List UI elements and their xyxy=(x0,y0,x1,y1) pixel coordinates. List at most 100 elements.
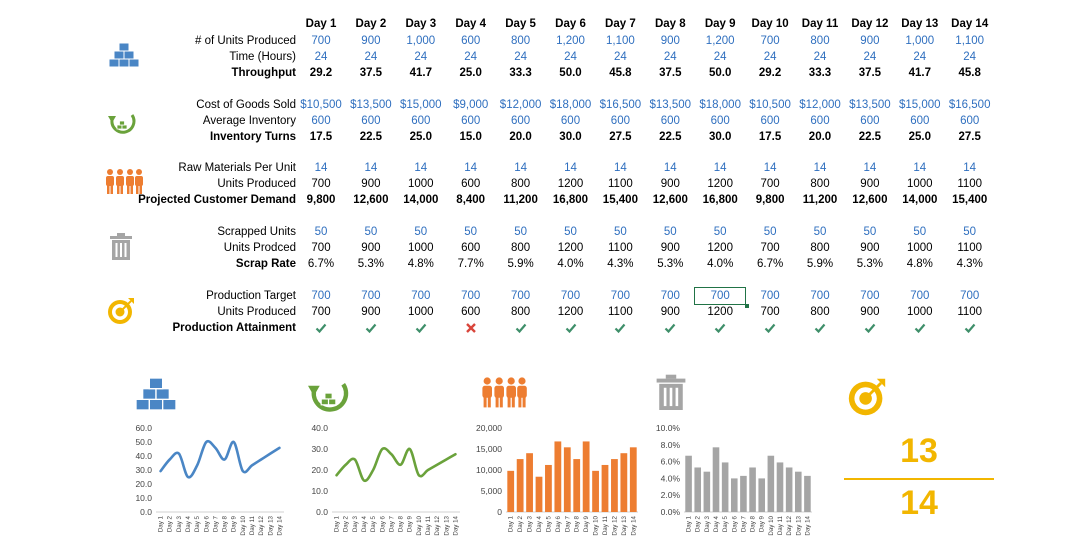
data-cell[interactable]: 15.0 xyxy=(459,131,482,143)
data-cell[interactable]: 25.0 xyxy=(409,131,432,143)
data-cell[interactable]: 700 xyxy=(461,290,481,302)
data-cell[interactable]: 700 xyxy=(511,290,531,302)
data-cell[interactable]: 14 xyxy=(813,162,827,174)
data-cell[interactable]: 1100 xyxy=(608,178,633,190)
data-cell[interactable]: 800 xyxy=(810,242,830,254)
data-cell[interactable]: $18,000 xyxy=(699,99,741,111)
data-cell[interactable]: 700 xyxy=(810,290,830,302)
data-cell[interactable]: 14 xyxy=(564,162,577,174)
data-cell[interactable]: 900 xyxy=(660,306,680,318)
data-cell[interactable]: 4.8% xyxy=(407,258,434,270)
data-cell[interactable]: 12,600 xyxy=(852,194,888,206)
data-cell[interactable]: 22.5 xyxy=(359,131,383,143)
data-cell[interactable]: 600 xyxy=(411,115,431,127)
data-cell[interactable]: 9,800 xyxy=(755,194,785,206)
data-cell[interactable]: 37.5 xyxy=(858,67,882,79)
data-cell[interactable]: 800 xyxy=(511,306,531,318)
data-cell[interactable]: 1000 xyxy=(408,242,434,254)
data-cell[interactable]: 600 xyxy=(461,242,481,254)
data-cell[interactable]: 1,200 xyxy=(556,35,585,47)
data-cell[interactable]: 600 xyxy=(610,115,630,127)
data-cell[interactable]: 900 xyxy=(860,242,880,254)
data-cell[interactable]: $16,500 xyxy=(948,99,991,111)
data-cell[interactable]: 600 xyxy=(660,115,680,127)
data-cell[interactable]: 1000 xyxy=(907,178,933,190)
data-cell[interactable]: 900 xyxy=(860,178,880,190)
data-cell[interactable]: 1000 xyxy=(408,306,434,318)
data-cell[interactable]: 37.5 xyxy=(359,67,383,79)
data-cell[interactable]: 600 xyxy=(461,306,481,318)
data-cell[interactable]: 800 xyxy=(810,35,830,47)
data-cell[interactable]: 1200 xyxy=(707,242,733,254)
data-cell[interactable]: 600 xyxy=(361,115,381,127)
data-cell[interactable]: 700 xyxy=(760,242,780,254)
data-cell[interactable]: 700 xyxy=(760,35,780,47)
data-cell[interactable]: 14 xyxy=(414,162,428,174)
data-cell[interactable]: 600 xyxy=(560,115,581,127)
data-cell[interactable]: 7.7% xyxy=(457,258,484,270)
data-cell[interactable]: 900 xyxy=(660,178,680,190)
data-cell[interactable]: 14,000 xyxy=(902,194,938,206)
data-cell[interactable]: 1,000 xyxy=(406,35,436,47)
data-cell[interactable]: 45.8 xyxy=(609,67,632,79)
data-cell[interactable]: $13,500 xyxy=(649,99,692,111)
data-cell[interactable]: 1,000 xyxy=(905,35,935,47)
data-cell[interactable]: 900 xyxy=(361,178,381,190)
data-cell[interactable]: 24 xyxy=(414,51,428,63)
data-cell[interactable]: 16,800 xyxy=(552,194,589,206)
data-cell[interactable]: 700 xyxy=(610,290,630,302)
data-cell[interactable]: 15,400 xyxy=(952,194,988,206)
data-cell[interactable]: 50 xyxy=(464,226,478,238)
data-cell[interactable]: 800 xyxy=(511,178,531,190)
data-cell[interactable]: 14 xyxy=(613,162,627,174)
data-cell[interactable]: 24 xyxy=(314,51,328,63)
data-cell[interactable]: 11,200 xyxy=(503,194,538,206)
data-cell[interactable]: 1200 xyxy=(557,178,584,190)
data-cell[interactable]: 20.0 xyxy=(509,131,532,143)
data-cell[interactable]: 25.0 xyxy=(908,131,931,143)
data-cell[interactable]: 12,600 xyxy=(353,194,389,206)
data-cell[interactable]: 1100 xyxy=(608,242,633,254)
data-cell[interactable]: 1000 xyxy=(907,242,933,254)
data-cell[interactable]: 900 xyxy=(660,242,680,254)
data-cell[interactable]: 50 xyxy=(913,226,927,238)
data-cell[interactable]: $12,000 xyxy=(799,99,841,111)
data-cell[interactable]: 700 xyxy=(760,306,780,318)
data-cell[interactable]: 4.3% xyxy=(607,258,634,270)
data-cell[interactable]: 45.8 xyxy=(958,67,981,79)
data-cell[interactable]: 700 xyxy=(560,290,581,302)
data-cell[interactable]: 14 xyxy=(863,162,877,174)
data-cell[interactable]: 700 xyxy=(311,242,331,254)
data-cell[interactable]: 30.0 xyxy=(708,131,732,143)
data-cell[interactable]: 50 xyxy=(613,226,627,238)
data-cell[interactable]: 900 xyxy=(361,242,381,254)
data-cell[interactable]: 50 xyxy=(564,226,577,238)
data-cell[interactable]: 14 xyxy=(913,162,927,174)
data-cell[interactable]: 700 xyxy=(660,290,680,302)
data-cell[interactable]: 14 xyxy=(364,162,378,174)
data-cell[interactable]: 5.9% xyxy=(507,258,534,270)
data-cell[interactable]: 50.0 xyxy=(708,67,732,79)
data-cell[interactable]: 17.5 xyxy=(309,131,333,143)
data-cell[interactable]: $12,000 xyxy=(499,99,542,111)
data-cell[interactable]: 41.7 xyxy=(409,67,432,79)
data-cell[interactable]: 900 xyxy=(860,306,880,318)
data-cell[interactable]: 4.3% xyxy=(956,258,983,270)
data-cell[interactable]: 4.0% xyxy=(557,258,584,270)
data-cell[interactable]: 700 xyxy=(860,290,880,302)
data-cell[interactable]: 11,200 xyxy=(802,194,838,206)
data-cell[interactable]: 50 xyxy=(663,226,677,238)
data-cell[interactable]: 24 xyxy=(963,51,977,63)
data-cell[interactable]: 600 xyxy=(311,115,331,127)
data-cell[interactable]: 600 xyxy=(760,115,780,127)
data-cell[interactable]: 1100 xyxy=(957,306,983,318)
data-cell[interactable]: 24 xyxy=(514,51,527,63)
data-cell[interactable]: 1000 xyxy=(408,178,434,190)
data-cell[interactable]: 5.9% xyxy=(806,258,834,270)
data-cell[interactable]: 41.7 xyxy=(908,67,931,79)
data-cell[interactable]: $9,000 xyxy=(453,99,489,111)
data-cell[interactable]: 29.2 xyxy=(309,67,333,79)
data-cell[interactable]: 700 xyxy=(311,35,331,47)
data-cell[interactable]: 14 xyxy=(713,162,727,174)
data-cell[interactable]: 14 xyxy=(663,162,677,174)
